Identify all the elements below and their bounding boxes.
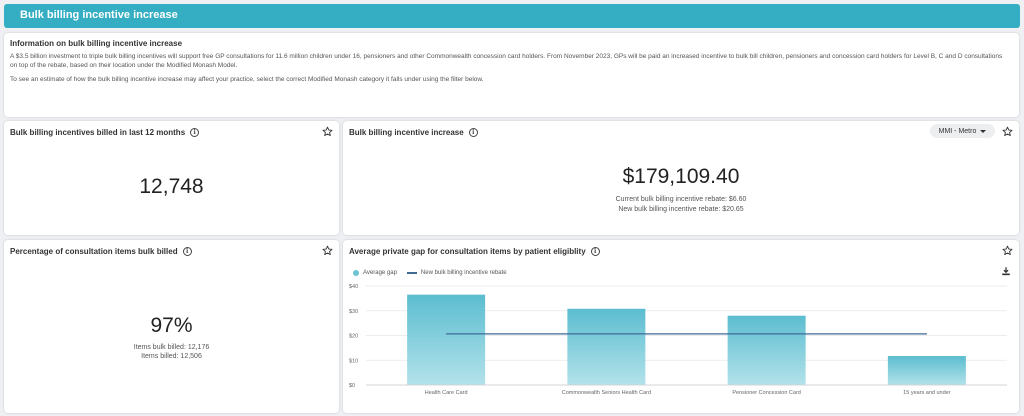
percent-card-title-row: Percentage of consultation items bulk bi…: [10, 247, 192, 256]
info-icon[interactable]: i: [468, 128, 478, 137]
y-tick-label: $10: [349, 358, 358, 364]
bar-average-gap: [887, 356, 966, 385]
increase-card: Bulk billing incentive increase i MMI - …: [343, 121, 1019, 235]
legend-dot: [353, 270, 359, 276]
gap-card-title-row: Average private gap for consultation ite…: [349, 247, 600, 256]
star-icon[interactable]: [322, 126, 333, 137]
x-tick-label: Pensioner Concession Card: [732, 390, 800, 396]
bar-average-gap: [567, 308, 646, 385]
y-tick-label: $40: [349, 284, 358, 290]
caret-down-icon: [980, 129, 987, 133]
gap-card-title: Average private gap for consultation ite…: [349, 247, 586, 256]
increase-card-title: Bulk billing incentive increase: [349, 128, 464, 137]
page-banner: Bulk billing incentive increase: [4, 4, 1020, 28]
star-icon[interactable]: [1002, 126, 1013, 137]
info-card: Information on bulk billing incentive in…: [4, 33, 1019, 117]
download-icon[interactable]: [1001, 266, 1011, 276]
info-text: A $3.5 billion investment to triple bulk…: [10, 52, 1011, 89]
dropdown-value: MMI - Metro: [938, 127, 977, 135]
legend-label: New bulk billing incentive rebate: [420, 270, 507, 276]
bar-average-gap: [407, 294, 486, 385]
y-tick-label: $0: [349, 383, 355, 389]
legend-line: [406, 272, 417, 274]
billed-card: Bulk billing incentives billed in last 1…: [4, 121, 339, 235]
info-paragraph-1: A $3.5 billion investment to triple bulk…: [10, 53, 1003, 69]
x-tick-label: Commonwealth Seniors Health Card: [562, 390, 651, 396]
billed-card-title: Bulk billing incentives billed in last 1…: [10, 128, 186, 137]
gap-bar-chart: $0 $10 $20 $30 $40 Health Care Card Commonweal…: [349, 284, 1007, 396]
items-bulk-billed-text: Items bulk billed: 12,176: [133, 344, 210, 351]
legend-item-new-rebate[interactable]: New bulk billing incentive rebate: [406, 270, 507, 276]
percent-card: Percentage of consultation items bulk bi…: [4, 240, 339, 413]
billed-value: 12,748: [139, 175, 204, 198]
percent-card-title: Percentage of consultation items bulk bi…: [10, 247, 178, 256]
info-card-title: Information on bulk billing incentive in…: [10, 39, 183, 48]
star-icon[interactable]: [1002, 245, 1013, 256]
legend-item-average-gap[interactable]: Average gap: [353, 270, 397, 276]
y-tick-label: $30: [349, 309, 358, 315]
bar-average-gap: [727, 315, 806, 385]
items-billed-text: Items billed: 12,506: [141, 353, 202, 360]
x-tick-label: 15 years and under: [903, 390, 951, 396]
banner-title: Bulk billing incentive increase: [20, 9, 178, 21]
increase-value: $179,109.40: [622, 165, 740, 188]
star-icon[interactable]: [322, 245, 333, 256]
increase-card-title-row: Bulk billing incentive increase i: [349, 128, 478, 137]
info-paragraph-2: To see an estimate of how the bulk billi…: [10, 76, 484, 83]
new-rebate-text: New bulk billing incentive rebate: $20.6…: [618, 206, 744, 213]
percent-value: 97%: [150, 314, 193, 337]
current-rebate-text: Current bulk billing incentive rebate: $…: [615, 196, 747, 203]
legend-label: Average gap: [363, 270, 397, 276]
info-icon[interactable]: i: [190, 128, 200, 137]
chart-legend: Average gap New bulk billing incentive r…: [353, 270, 507, 276]
info-icon[interactable]: i: [182, 247, 192, 256]
mmm-category-dropdown[interactable]: MMI - Metro: [930, 124, 995, 138]
y-tick-label: $20: [349, 334, 358, 340]
info-icon[interactable]: i: [590, 247, 600, 256]
billed-card-title-row: Bulk billing incentives billed in last 1…: [10, 128, 200, 137]
gap-chart-card: Average private gap for consultation ite…: [343, 240, 1019, 413]
x-tick-label: Health Care Card: [425, 390, 468, 396]
